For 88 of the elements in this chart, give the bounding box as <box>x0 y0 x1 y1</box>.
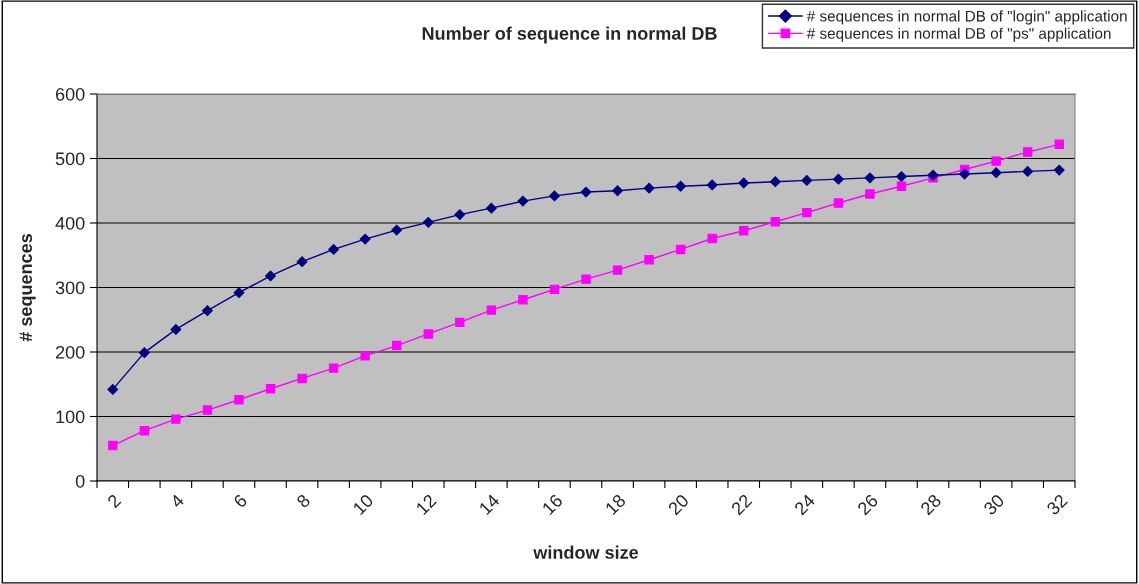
point <box>170 323 182 335</box>
point <box>612 265 623 275</box>
point <box>201 305 213 317</box>
point <box>296 256 308 268</box>
point <box>454 209 466 221</box>
point <box>265 270 276 282</box>
x-axis-title: window size <box>533 545 639 559</box>
point <box>1022 165 1034 177</box>
y-tick-label: 600 <box>55 87 85 101</box>
y-tick-label: 500 <box>55 152 85 166</box>
x-tick-label: 32 <box>1045 493 1068 516</box>
point <box>328 244 340 255</box>
x-tick-label: 2 <box>106 493 122 509</box>
point <box>359 233 371 245</box>
point <box>423 329 433 339</box>
x-tick-label: 8 <box>295 493 311 509</box>
point <box>864 172 876 184</box>
point <box>770 217 780 227</box>
y-tick-label: 0 <box>75 474 85 488</box>
point <box>234 395 244 405</box>
x-tick-label: 6 <box>232 493 248 509</box>
legend-label: # sequences in normal DB of "login" application <box>806 10 1127 25</box>
point <box>138 347 150 359</box>
point <box>707 233 717 244</box>
point <box>612 185 623 197</box>
point <box>486 305 497 315</box>
point <box>580 186 592 198</box>
point <box>643 182 655 194</box>
point <box>549 284 560 295</box>
point <box>865 189 875 199</box>
x-tick-label: 14 <box>478 493 501 516</box>
point <box>202 405 213 415</box>
point <box>518 295 528 305</box>
point <box>139 426 150 436</box>
x-tick-label: 24 <box>793 493 816 516</box>
point <box>581 274 591 284</box>
point <box>455 317 465 328</box>
point <box>233 287 245 299</box>
point <box>392 340 402 351</box>
point <box>108 440 118 451</box>
point <box>991 156 1001 166</box>
x-tick-label: 28 <box>919 493 942 516</box>
point <box>769 176 781 188</box>
point <box>485 202 497 214</box>
point <box>706 179 718 191</box>
point <box>738 177 750 189</box>
point <box>959 168 971 180</box>
legend-label: # sequences in normal DB of "ps" application <box>806 27 1111 42</box>
point <box>391 224 403 236</box>
x-tick-label: 10 <box>352 493 375 516</box>
y-axis-title: # sequences <box>19 234 36 342</box>
point <box>990 167 1002 179</box>
point <box>422 216 434 228</box>
point <box>265 384 276 394</box>
y-tick-label: 300 <box>55 281 85 295</box>
point <box>1022 147 1033 157</box>
x-tick-label: 30 <box>982 493 1006 516</box>
point <box>739 226 749 236</box>
point <box>802 207 812 218</box>
point <box>171 414 181 424</box>
point <box>549 190 560 202</box>
x-tick-label: 16 <box>541 493 564 516</box>
point <box>517 195 529 207</box>
y-tick-label: 100 <box>56 410 85 424</box>
point <box>675 244 686 255</box>
point <box>360 351 370 361</box>
point <box>1053 164 1065 176</box>
point <box>107 383 119 395</box>
point <box>328 363 339 373</box>
point <box>833 198 844 208</box>
point <box>801 175 813 186</box>
point <box>832 173 844 185</box>
x-tick-label: 18 <box>604 493 627 516</box>
point <box>297 373 307 384</box>
point <box>896 171 907 182</box>
x-tick-label: 12 <box>415 493 437 516</box>
x-tick-label: 4 <box>169 493 185 509</box>
point <box>927 169 939 181</box>
point <box>1054 139 1064 149</box>
x-tick-label: 26 <box>856 493 879 516</box>
y-tick-label: 400 <box>55 216 85 230</box>
x-tick-label: 20 <box>667 493 690 516</box>
y-tick-label: 200 <box>55 345 85 359</box>
point <box>896 181 907 191</box>
chart-title: Number of sequence in normal DB <box>422 26 717 44</box>
x-tick-label: 22 <box>730 493 753 516</box>
point <box>644 255 654 265</box>
point <box>675 180 687 192</box>
